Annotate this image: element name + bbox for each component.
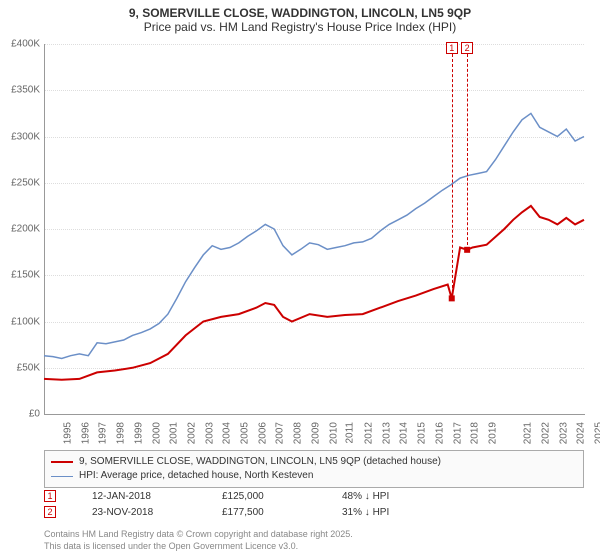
chart-subtitle: Price paid vs. HM Land Registry's House … xyxy=(0,20,600,38)
ytick-label: £50K xyxy=(0,362,40,373)
ytick-label: £400K xyxy=(0,39,40,50)
xtick-label: 2007 xyxy=(275,422,286,444)
ytick-label: £150K xyxy=(0,270,40,281)
xtick-label: 2025 xyxy=(593,422,600,444)
legend-swatch xyxy=(51,476,73,477)
xtick-label: 1999 xyxy=(133,422,144,444)
cell-pct: 48% ↓ HPI xyxy=(342,491,482,502)
ytick-label: £200K xyxy=(0,224,40,235)
event-marker-1: 1 xyxy=(446,42,458,54)
cell-price: £177,500 xyxy=(222,507,342,518)
xtick-label: 2002 xyxy=(186,422,197,444)
legend-label: 9, SOMERVILLE CLOSE, WADDINGTON, LINCOLN… xyxy=(79,455,441,469)
ytick-label: £300K xyxy=(0,131,40,142)
transactions-table: 1 12-JAN-2018 £125,000 48% ↓ HPI 2 23-NO… xyxy=(44,488,584,520)
cell-pct: 31% ↓ HPI xyxy=(342,507,482,518)
table-row: 2 23-NOV-2018 £177,500 31% ↓ HPI xyxy=(44,504,584,520)
cell-price: £125,000 xyxy=(222,491,342,502)
ytick-label: £250K xyxy=(0,177,40,188)
xtick-label: 2017 xyxy=(452,422,463,444)
table-row: 1 12-JAN-2018 £125,000 48% ↓ HPI xyxy=(44,488,584,504)
legend-item-hpi: HPI: Average price, detached house, Nort… xyxy=(51,469,577,483)
xtick-label: 2003 xyxy=(204,422,215,444)
ytick-label: £100K xyxy=(0,316,40,327)
xtick-label: 2004 xyxy=(222,422,233,444)
xtick-label: 2019 xyxy=(487,422,498,444)
marker-icon: 1 xyxy=(44,490,56,502)
footer-line2: This data is licensed under the Open Gov… xyxy=(44,540,353,552)
series-hpi xyxy=(44,113,584,358)
cell-date: 12-JAN-2018 xyxy=(92,491,222,502)
xtick-label: 2000 xyxy=(151,422,162,444)
xtick-label: 2014 xyxy=(399,422,410,444)
xtick-label: 1997 xyxy=(98,422,109,444)
xtick-label: 2015 xyxy=(416,422,427,444)
xtick-label: 2006 xyxy=(257,422,268,444)
marker-icon: 2 xyxy=(44,506,56,518)
ytick-label: £350K xyxy=(0,85,40,96)
legend: 9, SOMERVILLE CLOSE, WADDINGTON, LINCOLN… xyxy=(44,450,584,488)
xtick-label: 2010 xyxy=(328,422,339,444)
cell-date: 23-NOV-2018 xyxy=(92,507,222,518)
xtick-label: 2009 xyxy=(310,422,321,444)
xtick-label: 2024 xyxy=(576,422,587,444)
series-price_paid xyxy=(44,206,584,380)
xtick-label: 2016 xyxy=(434,422,445,444)
legend-swatch xyxy=(51,461,73,463)
xtick-label: 1998 xyxy=(115,422,126,444)
event-marker-2: 2 xyxy=(461,42,473,54)
legend-item-price: 9, SOMERVILLE CLOSE, WADDINGTON, LINCOLN… xyxy=(51,455,577,469)
xtick-label: 2008 xyxy=(292,422,303,444)
ytick-label: £0 xyxy=(0,409,40,420)
chart-title: 9, SOMERVILLE CLOSE, WADDINGTON, LINCOLN… xyxy=(0,0,600,20)
xtick-label: 2011 xyxy=(345,422,356,444)
xtick-label: 1996 xyxy=(80,422,91,444)
legend-label: HPI: Average price, detached house, Nort… xyxy=(79,469,313,483)
xtick-label: 2012 xyxy=(363,422,374,444)
xtick-label: 2005 xyxy=(239,422,250,444)
xtick-label: 2013 xyxy=(381,422,392,444)
xtick-label: 2023 xyxy=(558,422,569,444)
footer-attribution: Contains HM Land Registry data © Crown c… xyxy=(44,528,353,552)
xtick-label: 2001 xyxy=(168,422,179,444)
chart-svg xyxy=(44,44,584,414)
xtick-label: 2018 xyxy=(469,422,480,444)
xtick-label: 2021 xyxy=(523,422,534,444)
xtick-label: 1995 xyxy=(62,422,73,444)
xtick-label: 2022 xyxy=(540,422,551,444)
footer-line1: Contains HM Land Registry data © Crown c… xyxy=(44,528,353,540)
